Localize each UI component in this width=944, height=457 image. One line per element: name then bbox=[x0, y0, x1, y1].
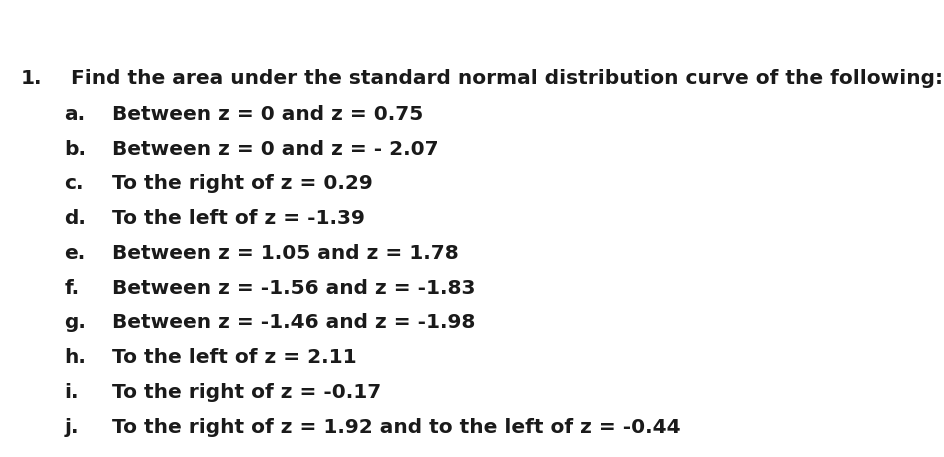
Text: Between z = -1.56 and z = -1.83: Between z = -1.56 and z = -1.83 bbox=[111, 279, 475, 298]
Text: To the right of z = 1.92 and to the left of z = -0.44: To the right of z = 1.92 and to the left… bbox=[111, 418, 680, 436]
Text: Between z = 0 and z = - 2.07: Between z = 0 and z = - 2.07 bbox=[111, 140, 438, 159]
Text: i.: i. bbox=[64, 383, 78, 402]
Text: g.: g. bbox=[64, 314, 86, 332]
Text: b.: b. bbox=[64, 140, 86, 159]
Text: j.: j. bbox=[64, 418, 78, 436]
Text: To the right of z = 0.29: To the right of z = 0.29 bbox=[111, 175, 372, 193]
Text: Between z = -1.46 and z = -1.98: Between z = -1.46 and z = -1.98 bbox=[111, 314, 475, 332]
Text: To the left of z = -1.39: To the left of z = -1.39 bbox=[111, 209, 364, 228]
Text: c.: c. bbox=[64, 175, 84, 193]
Text: h.: h. bbox=[64, 348, 86, 367]
Text: To the left of z = 2.11: To the left of z = 2.11 bbox=[111, 348, 356, 367]
Text: a.: a. bbox=[64, 105, 85, 124]
Text: e.: e. bbox=[64, 244, 85, 263]
Text: Between z = 1.05 and z = 1.78: Between z = 1.05 and z = 1.78 bbox=[111, 244, 458, 263]
Text: To the right of z = -0.17: To the right of z = -0.17 bbox=[111, 383, 380, 402]
Text: d.: d. bbox=[64, 209, 86, 228]
Text: f.: f. bbox=[64, 279, 79, 298]
Text: 1.: 1. bbox=[21, 69, 42, 88]
Text: Find the area under the standard normal distribution curve of the following:: Find the area under the standard normal … bbox=[71, 69, 942, 88]
Text: Between z = 0 and z = 0.75: Between z = 0 and z = 0.75 bbox=[111, 105, 422, 124]
